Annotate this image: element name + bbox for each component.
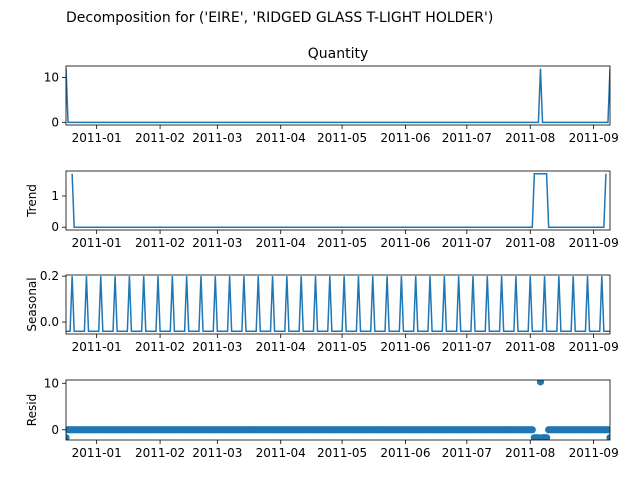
x-tick-label: 2011-08: [505, 236, 555, 250]
figure-title: Decomposition for ('EIRE', 'RIDGED GLASS…: [66, 10, 493, 26]
y-tick-label: 0: [51, 115, 59, 129]
series-line: [66, 276, 610, 332]
y-tick-label: 10: [44, 71, 59, 85]
resid-point: [66, 434, 70, 440]
panel-2: Trend 0 1 2011-01 2011-02 2011-03 2011-04 2011-…: [25, 170, 619, 250]
x-tick-label: 2011-09: [569, 446, 619, 460]
x-tick-label: 2011-05: [317, 446, 367, 460]
x-tick-label: 2011-07: [442, 446, 492, 460]
x-tick-label: 2011-05: [317, 340, 367, 354]
y-tick-label: 0.0: [40, 315, 59, 329]
y-axis-label: Resid: [25, 394, 39, 426]
axes-frame: [65, 379, 611, 441]
x-tick-label: 2011-01: [72, 131, 122, 145]
plot-area: [66, 68, 610, 124]
resid-point: [606, 434, 610, 440]
x-tick-label: 2011-04: [256, 131, 306, 145]
x-tick-label: 2011-01: [72, 446, 122, 460]
x-tick-label: 2011-07: [442, 236, 492, 250]
resid-point: [536, 380, 545, 386]
y-tick-label: 0: [51, 220, 59, 234]
x-tick-label: 2011-03: [192, 340, 242, 354]
x-tick-label: 2011-08: [505, 446, 555, 460]
x-tick-label: 2011-09: [569, 236, 619, 250]
x-tick-label: 2011-09: [569, 340, 619, 354]
x-tick-label: 2011-08: [505, 131, 555, 145]
x-tick-label: 2011-04: [256, 236, 306, 250]
series-line: [71, 173, 607, 228]
x-tick-label: 2011-06: [380, 236, 430, 250]
x-tick-label: 2011-07: [442, 131, 492, 145]
y-tick-label: 0.2: [40, 269, 59, 283]
resid-point: [528, 426, 536, 434]
panel-4: Resid 0 10 2011-01 2011-02 2011-03 2011-04 2011…: [25, 376, 619, 460]
series-line: [66, 68, 610, 124]
x-tick-label: 2011-04: [256, 446, 306, 460]
y-axis-label: Seasonal: [25, 277, 39, 331]
x-tick-label: 2011-06: [380, 340, 430, 354]
x-tick-label: 2011-03: [192, 131, 242, 145]
resid-point: [543, 434, 551, 440]
panel-3: Seasonal 0.0 0.2 2011-01 2011-02 2011-03 2011-…: [25, 269, 619, 354]
panel-1: Quantity 0 10 2011-01 2011-02 2011-03 2011-04 2…: [44, 46, 619, 145]
x-tick-label: 2011-02: [135, 131, 185, 145]
x-tick-label: 2011-04: [256, 340, 306, 354]
x-tick-label: 2011-02: [135, 340, 185, 354]
plot-area: [71, 173, 607, 228]
axes-frame: [65, 170, 611, 231]
y-tick-label: 0: [51, 423, 59, 437]
x-tick-label: 2011-09: [569, 131, 619, 145]
y-tick-label: 1: [51, 189, 59, 203]
plot-area: [66, 276, 610, 332]
resid-point: [604, 426, 610, 434]
axes-frame: [65, 65, 611, 126]
x-tick-label: 2011-01: [72, 340, 122, 354]
x-tick-label: 2011-03: [192, 446, 242, 460]
x-tick-label: 2011-06: [380, 131, 430, 145]
x-tick-label: 2011-05: [317, 236, 367, 250]
plot-area: [66, 380, 610, 440]
x-tick-label: 2011-01: [72, 236, 122, 250]
x-tick-label: 2011-06: [380, 446, 430, 460]
x-tick-label: 2011-03: [192, 236, 242, 250]
panel-title: Quantity: [308, 46, 369, 62]
x-tick-label: 2011-02: [135, 236, 185, 250]
y-tick-label: 10: [44, 376, 59, 390]
axes-frame: [65, 274, 611, 335]
x-tick-label: 2011-02: [135, 446, 185, 460]
x-tick-label: 2011-05: [317, 131, 367, 145]
y-axis-label: Trend: [25, 184, 39, 218]
x-tick-label: 2011-07: [442, 340, 492, 354]
x-tick-label: 2011-08: [505, 340, 555, 354]
